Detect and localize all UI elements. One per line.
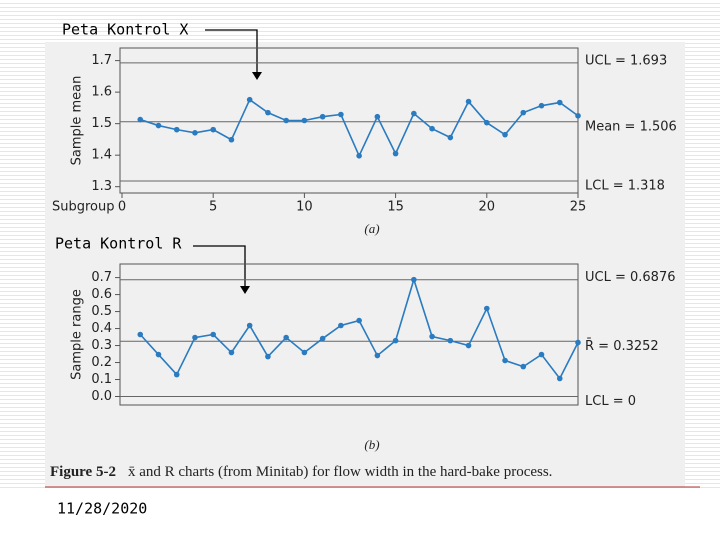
panel-label: (a) <box>364 221 379 236</box>
data-point <box>484 305 490 312</box>
data-point <box>447 134 454 141</box>
data-point <box>502 357 508 364</box>
caption: Figure 5-2 x̄ and R charts (from Minitab)… <box>50 464 552 480</box>
data-point <box>210 126 216 133</box>
data-point <box>575 112 581 119</box>
data-point <box>538 351 545 358</box>
x-tick-label: 15 <box>387 200 404 215</box>
y-tick-label: 0.0 <box>91 389 112 404</box>
data-point <box>192 129 198 136</box>
data-point <box>173 126 180 133</box>
control-limit-label: UCL = 1.693 <box>585 53 667 68</box>
data-point <box>356 317 362 324</box>
plot-frame <box>119 263 579 406</box>
arrow-head <box>252 72 262 80</box>
data-point <box>429 125 435 132</box>
data-point <box>137 331 144 338</box>
control-limit-label: UCL = 0.6876 <box>585 270 675 285</box>
y-tick-label: 1.7 <box>91 53 112 68</box>
y-tick-label: 0.7 <box>91 270 112 285</box>
chart-b-heading: Peta Kontrol R <box>55 235 182 253</box>
y-tick-label: 1.4 <box>91 148 112 163</box>
data-point <box>155 122 162 129</box>
data-point <box>228 136 235 143</box>
plot-frame <box>119 47 579 194</box>
caption-text: x̄ and R charts (from Minitab) for flow … <box>128 464 552 480</box>
data-point <box>246 96 253 103</box>
data-point <box>338 322 344 329</box>
data-point <box>556 375 563 382</box>
control-limit-label: R̄ = 0.3252 <box>585 338 659 353</box>
data-point <box>301 117 308 124</box>
x-tick-label: 20 <box>479 200 496 215</box>
x-tick-label: 25 <box>570 200 587 215</box>
data-point <box>520 363 527 370</box>
data-point <box>356 153 362 159</box>
data-point <box>374 352 381 359</box>
y-tick-label: 0.1 <box>91 372 112 387</box>
data-point <box>283 117 289 124</box>
data-point <box>246 322 253 329</box>
data-point <box>301 349 308 356</box>
arrow <box>193 245 246 288</box>
y-tick-label: 0.2 <box>91 355 112 370</box>
panel-label: (b) <box>364 437 379 452</box>
x-tick-label: 0 <box>118 200 126 215</box>
y-tick-label: 1.5 <box>91 116 112 131</box>
data-point <box>556 99 563 106</box>
chart-a-heading: Peta Kontrol X <box>62 21 188 39</box>
x-tick-label: 10 <box>296 200 313 215</box>
arrow-head <box>240 286 250 294</box>
data-point <box>465 98 472 105</box>
data-point <box>319 113 326 120</box>
data-point <box>411 110 417 117</box>
data-point <box>228 349 235 356</box>
control-limit-label: LCL = 1.318 <box>585 179 665 194</box>
y-tick-label: 1.3 <box>91 179 112 194</box>
y-tick-label: 1.6 <box>91 85 112 100</box>
data-point <box>502 131 508 138</box>
data-point <box>374 113 381 120</box>
y-tick-label: 0.4 <box>91 321 112 336</box>
data-point <box>210 331 216 338</box>
data-point <box>155 351 162 358</box>
data-point <box>319 335 326 342</box>
y-tick-label: 0.5 <box>91 304 112 319</box>
data-point <box>338 111 344 118</box>
footer-area <box>0 490 720 540</box>
caption-label: Figure 5-2 <box>50 464 116 480</box>
data-point <box>173 371 180 378</box>
x-tick-label: 5 <box>209 200 217 215</box>
data-point <box>137 116 144 123</box>
data-point <box>538 102 545 109</box>
y-tick-label: 0.6 <box>91 287 112 302</box>
y-tick-label: 0.3 <box>91 338 112 353</box>
data-point <box>447 337 454 344</box>
data-point <box>265 109 271 116</box>
data-point <box>411 276 417 283</box>
data-point <box>575 339 581 346</box>
data-point <box>520 109 527 116</box>
x-axis-label: Subgroup <box>52 200 115 215</box>
data-point <box>283 334 289 341</box>
data-point <box>484 119 490 126</box>
data-point <box>392 337 399 344</box>
data-point <box>392 150 399 157</box>
y-axis-label: Sample range <box>70 289 85 380</box>
data-point <box>265 353 271 360</box>
data-point <box>465 342 472 349</box>
data-point <box>192 334 198 341</box>
arrow <box>205 29 258 74</box>
control-limit-label: Mean = 1.506 <box>585 119 677 134</box>
y-axis-label: Sample mean <box>70 76 85 166</box>
control-limit-label: LCL = 0 <box>585 394 636 409</box>
data-point <box>429 333 435 340</box>
date: 11/28/2020 <box>57 500 147 518</box>
